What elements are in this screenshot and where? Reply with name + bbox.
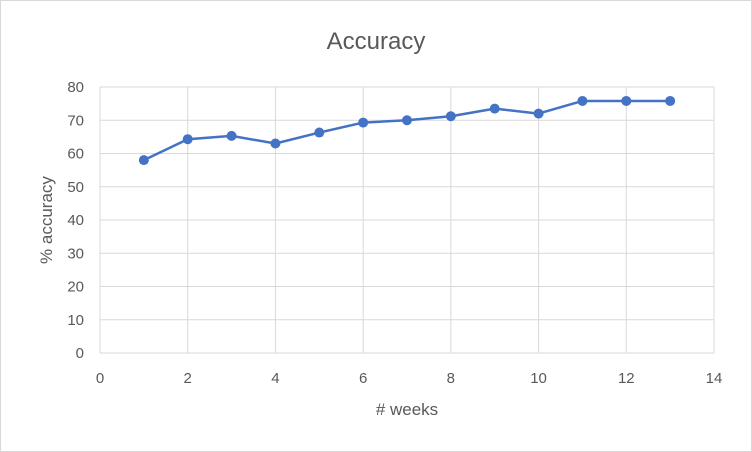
data-point (577, 95, 588, 106)
y-tick-label: 0 (76, 345, 84, 362)
data-point (533, 108, 544, 119)
x-tick-label: 14 (706, 370, 723, 387)
x-axis-ticks: 0 2 4 6 8 10 12 14 (96, 370, 723, 387)
y-tick-label: 60 (67, 146, 84, 163)
data-point (358, 117, 369, 128)
x-tick-label: 4 (271, 370, 279, 387)
series-group (138, 95, 676, 166)
data-point (402, 115, 412, 126)
y-axis-title: % accuracy (37, 176, 56, 264)
y-axis-ticks: 0 10 20 30 40 50 60 70 80 (67, 79, 84, 362)
y-tick-label: 20 (67, 279, 84, 296)
x-tick-label: 2 (184, 370, 192, 387)
data-point (226, 130, 237, 141)
chart-title: Accuracy (327, 28, 426, 55)
x-tick-label: 0 (96, 370, 104, 387)
data-point (270, 138, 281, 149)
y-tick-label: 10 (67, 312, 84, 329)
y-tick-label: 30 (67, 245, 84, 262)
y-tick-label: 50 (67, 179, 84, 196)
y-tick-label: 40 (67, 212, 84, 229)
x-tick-label: 10 (530, 370, 547, 387)
y-tick-label: 70 (67, 112, 84, 129)
data-point (489, 103, 500, 114)
data-point (182, 134, 193, 145)
data-point (445, 111, 456, 122)
data-point (621, 95, 632, 106)
series-line (143, 99, 671, 162)
data-point (314, 127, 325, 138)
x-axis-title: # weeks (376, 400, 438, 419)
y-tick-label: 80 (67, 79, 84, 96)
x-tick-label: 6 (359, 370, 367, 387)
gridlines (99, 86, 715, 354)
data-point (665, 95, 676, 106)
x-tick-label: 12 (618, 370, 635, 387)
data-point (138, 155, 149, 166)
x-tick-label: 8 (447, 370, 455, 387)
